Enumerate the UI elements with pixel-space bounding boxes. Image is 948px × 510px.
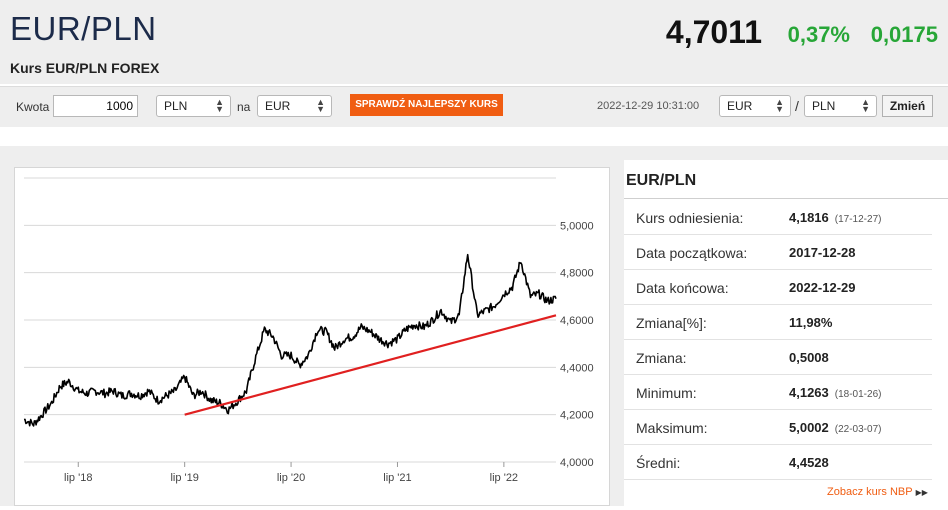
stat-value: 2022-12-29 [789, 280, 856, 295]
stat-row: Zmiana[%]: 11,98% [624, 305, 932, 340]
stat-label: Zmiana[%]: [636, 315, 707, 331]
stat-row: Kurs odniesienia: 4,1816 (17-12-27) [624, 200, 932, 235]
stat-label: Średni: [636, 455, 681, 471]
y-tick-label: 4,0000 [560, 457, 594, 469]
page-title: EUR/PLN [10, 10, 157, 47]
stat-row: Średni: 4,4528 [624, 445, 932, 480]
stat-value-text: 2017-12-28 [789, 245, 856, 260]
stat-value: 4,1816 (17-12-27) [789, 210, 881, 225]
pair-base-select[interactable]: EUR ▲ ▼ [719, 95, 791, 117]
stat-value-text: 4,4528 [789, 455, 829, 470]
stat-row: Data końcowa: 2022-12-29 [624, 270, 932, 305]
stat-row: Minimum: 4,1263 (18-01-26) [624, 375, 932, 410]
select-arrows-icon: ▲ ▼ [775, 97, 784, 114]
stat-value-text: 4,1263 [789, 385, 829, 400]
stat-value: 4,1263 (18-01-26) [789, 385, 881, 400]
page-subtitle: Kurs EUR/PLN FOREX [10, 60, 160, 76]
header: EUR/PLN Kurs EUR/PLN FOREX 4,7011 0,37% … [0, 0, 948, 84]
nbp-link-label: Zobacz kurs NBP [827, 486, 913, 498]
stat-date: (22-03-07) [834, 424, 882, 435]
stat-value: 2017-12-28 [789, 245, 856, 260]
x-axis: lip '18 lip '19 lip '20 lip '21 lip '22 [64, 462, 518, 484]
change-pair-button[interactable]: Zmień [882, 95, 933, 117]
stat-date: (17-12-27) [834, 214, 882, 225]
change-percent: 0,37% [787, 22, 850, 47]
stat-label: Data końcowa: [636, 280, 729, 296]
stat-value: 5,0002 (22-03-07) [789, 420, 881, 435]
stats-title: EUR/PLN [626, 172, 697, 189]
stat-label: Minimum: [636, 385, 697, 401]
from-currency-value: PLN [164, 99, 188, 113]
converter-toolbar: Kwota PLN ▲▼ na EUR ▲▼ EUR ▲▼ / PLN ▲▼ [0, 86, 948, 127]
stats-panel: EUR/PLN Kurs odniesienia: 4,1816 (17-12-27… [624, 160, 948, 506]
current-price: 4,7011 [665, 14, 762, 50]
stat-date: (18-01-26) [834, 389, 882, 400]
stat-row: Maksimum: 5,0002 (22-03-07) [624, 410, 932, 445]
stat-value: 4,4528 [789, 455, 829, 470]
select-arrows-icon: ▲ ▼ [215, 97, 224, 114]
x-tick-label: lip '19 [170, 472, 198, 484]
x-tick-label: lip '18 [64, 472, 92, 484]
price-chart[interactable]: 5,0000 4,8000 4,6000 4,4000 4,2000 4,0000 lip… [15, 168, 609, 505]
pair-separator: / [795, 98, 799, 114]
stat-value-text: 5,0002 [789, 420, 829, 435]
chart-grid [24, 177, 556, 463]
stat-label: Maksimum: [636, 420, 708, 436]
x-tick-label: lip '20 [277, 472, 305, 484]
price-series-line [23, 253, 557, 427]
select-arrows-icon: ▲ ▼ [316, 97, 325, 114]
trendline [184, 314, 557, 416]
y-tick-label: 4,6000 [560, 315, 594, 327]
stat-row: Zmiana: 0,5008 [624, 340, 932, 375]
stat-label: Data początkowa: [636, 245, 748, 261]
stat-value-text: 0,5008 [789, 350, 829, 365]
stat-row: Data początkowa: 2017-12-28 [624, 235, 932, 270]
to-currency-value: EUR [265, 99, 291, 113]
pair-quote-select[interactable]: PLN ▲ ▼ [804, 95, 877, 117]
change-absolute: 0,0175 [870, 22, 938, 47]
stat-label: Zmiana: [636, 350, 687, 366]
stat-value: 11,98% [789, 315, 832, 330]
x-tick-label: lip '22 [490, 472, 518, 484]
stat-value-text: 2022-12-29 [789, 280, 856, 295]
stat-label: Kurs odniesienia: [636, 210, 744, 226]
y-tick-label: 4,2000 [560, 410, 594, 422]
amount-label: Kwota [16, 100, 50, 114]
select-arrows-icon: ▲ ▼ [861, 97, 870, 114]
y-tick-label: 4,4000 [560, 362, 594, 374]
pair-base-value: EUR [727, 99, 753, 113]
y-tick-label: 4,8000 [560, 268, 594, 280]
best-rate-button[interactable]: SPRAWDŹ NAJLEPSZY KURS [350, 94, 503, 116]
double-arrow-right-icon: ▶▶ [915, 488, 928, 497]
chart-container: 5,0000 4,8000 4,6000 4,4000 4,2000 4,0000 lip… [14, 167, 610, 506]
na-label: na [237, 100, 251, 114]
pair-quote-value: PLN [812, 99, 836, 113]
nbp-rate-link[interactable]: Zobacz kurs NBP ▶▶ [827, 486, 928, 498]
y-axis: 5,0000 4,8000 4,6000 4,4000 4,2000 4,0000 [560, 220, 594, 469]
x-tick-label: lip '21 [383, 472, 411, 484]
divider [624, 198, 948, 199]
stat-value-text: 11,98% [789, 315, 833, 330]
to-currency-select[interactable]: EUR ▲ ▼ [257, 95, 332, 117]
stat-value-text: 4,1816 [789, 210, 829, 225]
y-tick-label: 5,0000 [560, 220, 594, 232]
from-currency-select[interactable]: PLN ▲ ▼ [156, 95, 231, 117]
quote-timestamp: 2022-12-29 10:31:00 [597, 100, 700, 112]
amount-input[interactable] [53, 95, 138, 117]
stat-value: 0,5008 [789, 350, 829, 365]
